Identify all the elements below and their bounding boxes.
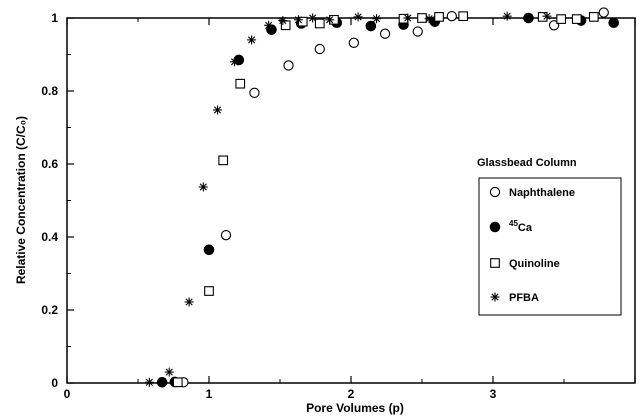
data-point-pfba bbox=[278, 16, 288, 26]
data-points bbox=[144, 7, 620, 388]
x-tick-label: 0 bbox=[64, 387, 71, 401]
y-tick-label: 0.6 bbox=[41, 157, 58, 171]
data-point-pfba bbox=[424, 14, 434, 24]
y-axis-ticks: 0 0.2 0.4 0.6 0.8 1 bbox=[41, 11, 74, 390]
legend-item-45ca: 45Ca bbox=[489, 219, 533, 234]
data-point-pfba bbox=[325, 15, 335, 25]
legend: Glassbead Column Naphthalene 45Ca Quinolin… bbox=[477, 157, 622, 316]
data-point-naphthalene bbox=[249, 87, 260, 98]
y-tick-label: 0.8 bbox=[41, 84, 58, 98]
data-point-quinoline bbox=[458, 11, 469, 22]
y-tick-label: 0.4 bbox=[41, 230, 58, 244]
legend-title: Glassbead Column bbox=[477, 157, 577, 169]
data-point-quinoline bbox=[204, 286, 214, 296]
data-point-quinoline bbox=[172, 377, 183, 388]
legend-label-45ca: 45Ca bbox=[509, 219, 533, 234]
data-point-pfba bbox=[164, 367, 174, 377]
legend-marker-quinoline bbox=[490, 258, 500, 268]
legend-label-pfba: PFBA bbox=[509, 292, 539, 304]
data-point-naphthalene bbox=[348, 37, 359, 48]
legend-item-quinoline: Quinoline bbox=[490, 258, 560, 270]
data-point-naphthalene bbox=[220, 230, 232, 241]
y-axis-title: Relative Concentration (C/C₀) bbox=[14, 116, 28, 284]
data-point-naphthalene bbox=[314, 43, 325, 55]
data-point-quinoline bbox=[588, 12, 599, 22]
x-axis-title: Pore Volumes (p) bbox=[306, 401, 404, 415]
data-point-pfba bbox=[144, 377, 154, 387]
data-point-naphthalene bbox=[598, 7, 609, 18]
data-point-pfba bbox=[264, 20, 274, 30]
data-point-pfba bbox=[213, 105, 223, 115]
legend-marker-pfba bbox=[490, 292, 500, 302]
data-point-quinoline bbox=[556, 14, 567, 24]
data-point-45ca bbox=[156, 376, 168, 388]
data-point-pfba bbox=[502, 11, 512, 21]
data-point-quinoline bbox=[417, 13, 427, 23]
series-quinoline bbox=[172, 11, 599, 388]
x-tick-label: 3 bbox=[490, 387, 497, 401]
data-point-quinoline bbox=[235, 78, 246, 89]
data-point-naphthalene bbox=[446, 11, 457, 22]
data-point-pfba bbox=[542, 11, 552, 21]
data-point-naphthalene bbox=[283, 60, 294, 71]
y-tick-label: 1 bbox=[51, 11, 58, 25]
data-point-45ca bbox=[365, 20, 377, 32]
data-point-45ca bbox=[203, 244, 215, 256]
legend-label-quinoline: Quinoline bbox=[509, 258, 560, 270]
legend-marker-45ca bbox=[489, 221, 501, 233]
data-point-quinoline bbox=[218, 155, 229, 166]
series-naphthalene bbox=[178, 7, 609, 388]
legend-box bbox=[478, 177, 622, 316]
data-point-naphthalene bbox=[412, 26, 423, 37]
data-point-pfba bbox=[403, 13, 413, 23]
data-point-pfba bbox=[372, 14, 382, 24]
legend-item-naphthalene: Naphthalene bbox=[489, 186, 575, 199]
y-tick-label: 0 bbox=[51, 376, 58, 390]
data-point-pfba bbox=[293, 15, 303, 25]
data-point-pfba bbox=[184, 297, 194, 307]
data-point-pfba bbox=[230, 57, 240, 67]
data-point-pfba bbox=[308, 13, 318, 23]
data-point-pfba bbox=[247, 35, 257, 45]
legend-marker-naphthalene bbox=[489, 186, 501, 198]
data-point-quinoline bbox=[434, 12, 444, 22]
series-pfba bbox=[144, 11, 552, 387]
data-point-quinoline bbox=[571, 14, 582, 24]
data-point-45ca bbox=[523, 12, 534, 24]
y-tick-label: 0.2 bbox=[41, 303, 58, 317]
data-point-pfba bbox=[353, 12, 363, 22]
x-tick-label: 1 bbox=[206, 387, 213, 401]
data-point-pfba bbox=[198, 182, 208, 192]
data-point-quinoline bbox=[314, 18, 325, 29]
legend-label-naphthalene: Naphthalene bbox=[509, 187, 575, 199]
x-tick-label: 2 bbox=[348, 387, 355, 401]
data-point-45ca bbox=[608, 17, 620, 29]
legend-item-pfba: PFBA bbox=[490, 292, 539, 304]
data-point-naphthalene bbox=[379, 28, 391, 39]
